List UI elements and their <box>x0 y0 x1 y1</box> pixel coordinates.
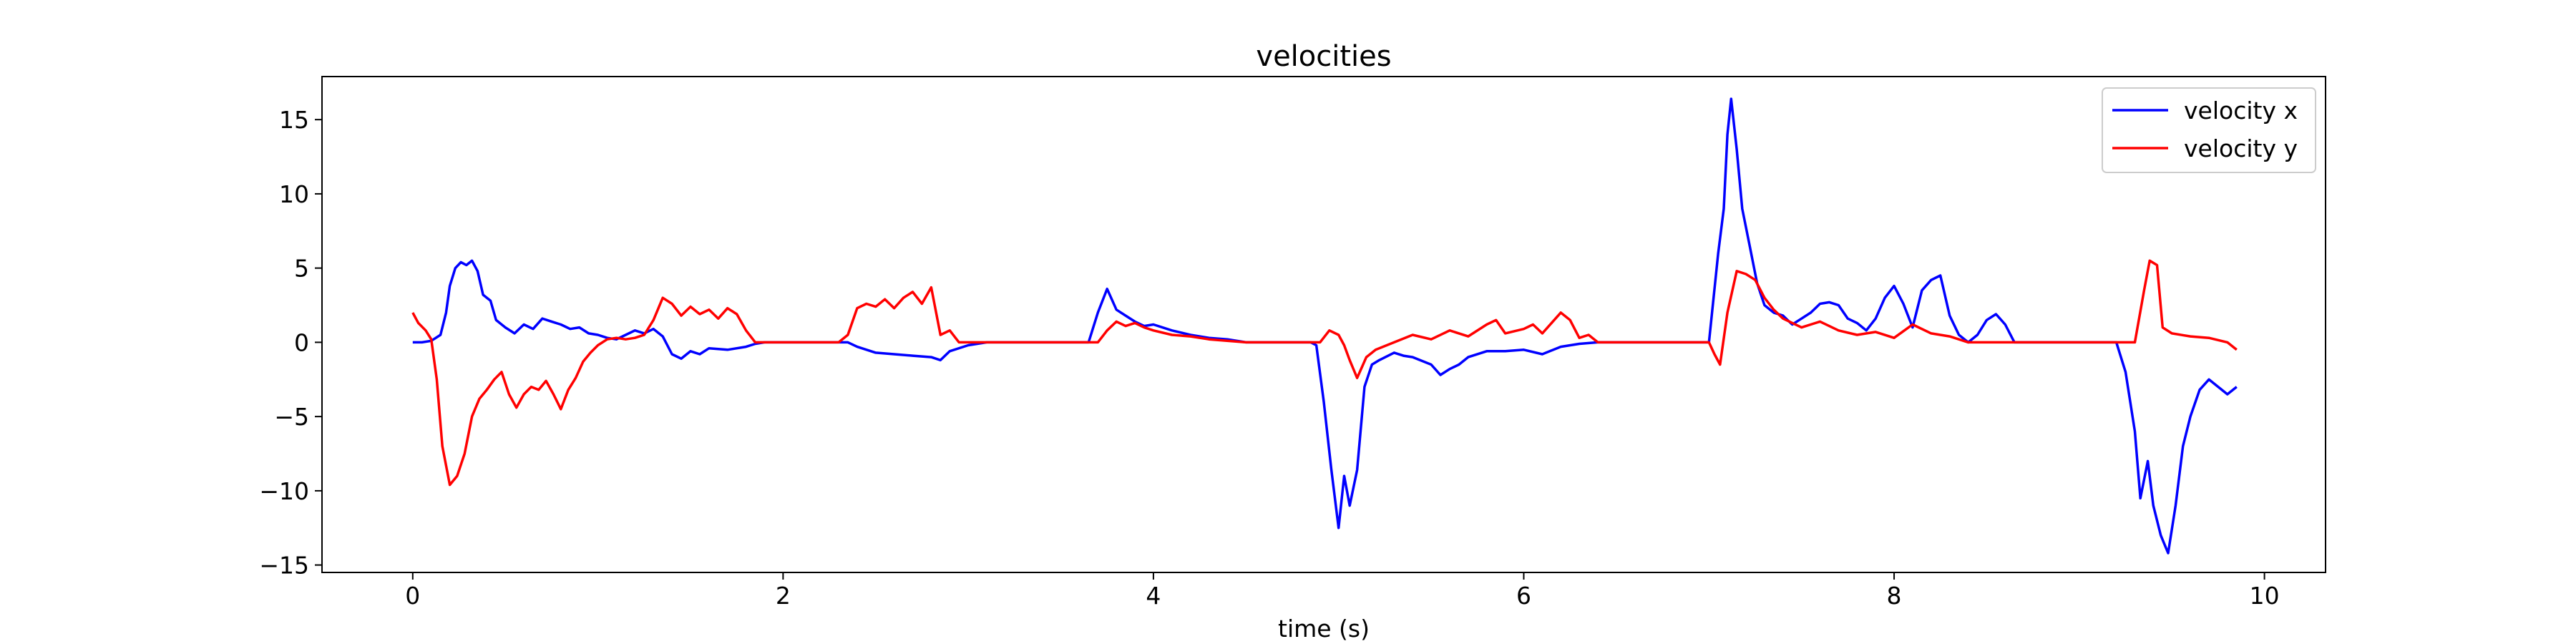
plot-area-frame <box>321 76 2326 573</box>
y-tick-label: −5 <box>274 403 309 431</box>
y-axis: −15 −10 −5 0 5 10 15 <box>259 106 322 580</box>
x-axis: 0 2 4 6 8 10 <box>405 572 2280 610</box>
series-layer <box>411 97 2238 555</box>
x-tick-label: 2 <box>776 582 791 610</box>
x-tick-label: 0 <box>405 582 420 610</box>
legend-label-velocity-x: velocity x <box>2184 97 2298 125</box>
x-tick-label: 6 <box>1516 582 1531 610</box>
y-tick-label: −10 <box>259 477 309 505</box>
chart-title: velocities <box>1256 40 1391 73</box>
series-line-velocity-x <box>412 97 2238 555</box>
x-axis-label: time (s) <box>1278 615 1370 643</box>
y-tick-label: −15 <box>259 552 309 580</box>
x-tick-label: 8 <box>1887 582 1902 610</box>
legend-label-velocity-y: velocity y <box>2184 135 2298 162</box>
y-tick-label: 10 <box>279 180 309 208</box>
legend: velocity x velocity y <box>2102 87 2316 173</box>
y-tick-label: 0 <box>294 328 309 356</box>
x-tick-label: 10 <box>2250 582 2280 610</box>
y-tick-label: 15 <box>279 106 309 134</box>
x-tick-label: 4 <box>1146 582 1161 610</box>
series-line-velocity-y <box>411 259 2238 487</box>
y-tick-label: 5 <box>294 255 309 283</box>
